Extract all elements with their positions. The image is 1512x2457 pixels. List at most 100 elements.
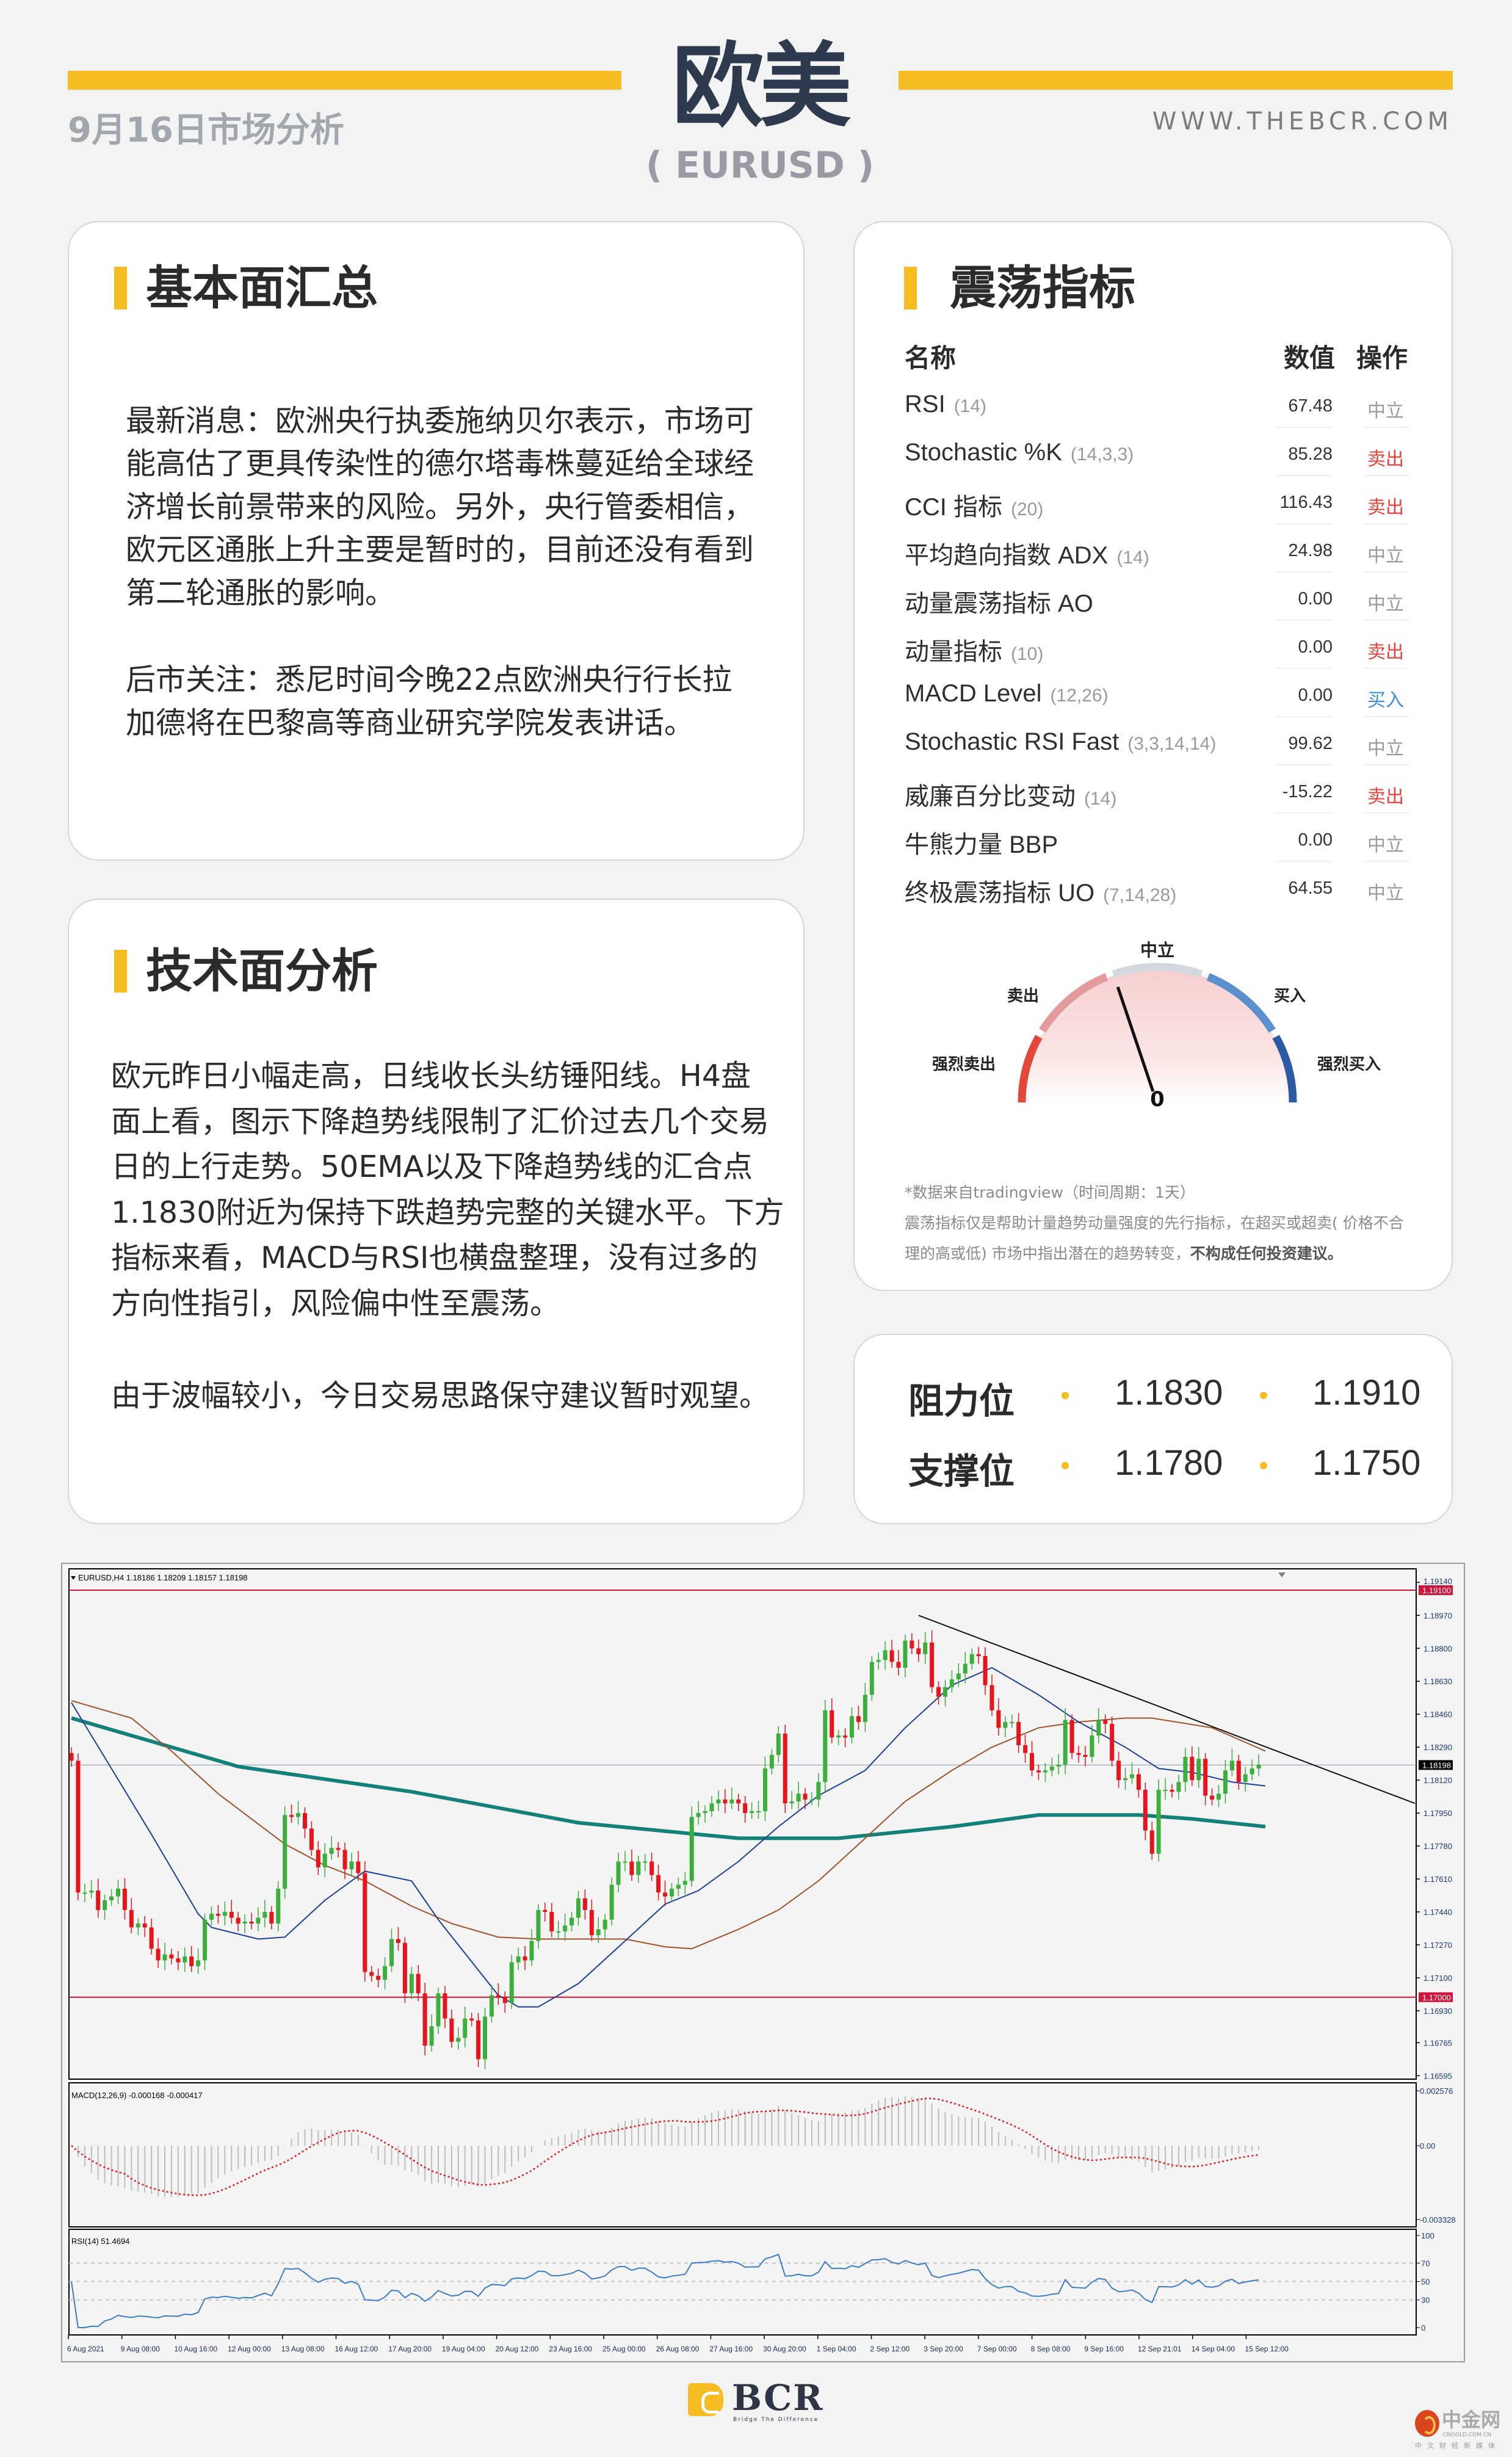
candle-body [1036,1770,1041,1773]
gauge-value: 0 [1150,1087,1165,1112]
candle-body [1243,1774,1248,1782]
indicator-value: 0.00 [1298,830,1333,850]
row-divider [1275,716,1333,717]
price-axis-label: 1.17780 [1423,1842,1452,1851]
candle-body [1149,1830,1154,1854]
candle-body [643,1861,648,1863]
candle-body [930,1642,935,1687]
row-divider [1275,812,1333,814]
candle-body [989,1685,994,1710]
candle-body [1170,1790,1174,1792]
candle-body [743,1803,748,1814]
candle-body [1190,1757,1195,1781]
candle-body [789,1801,794,1804]
candle-body [649,1861,654,1875]
indicator-value: 85.28 [1288,444,1333,464]
candle-body [236,1917,241,1924]
row-divider [1362,861,1409,862]
candle-body [1003,1721,1008,1728]
candle-body [1049,1766,1054,1771]
candle-body [189,1956,194,1966]
partner-name: 中金网 [1442,2408,1501,2431]
header-bar-left [68,71,621,90]
indicator-params: (3,3,14,14) [1127,734,1217,754]
candle-body [796,1793,801,1802]
time-axis-label: 9 Aug 08:00 [121,2345,160,2353]
row-divider [1362,764,1409,765]
indicator-action: 卖出 [1367,642,1404,663]
column-header-value: 数值 [1284,343,1336,373]
indicator-name: CCI 指标 (20) [905,487,1043,523]
oscillator-row: 威廉百分比变动 (14) -15.22 卖出 [905,765,1409,814]
price-axis-label: 1.18970 [1423,1611,1452,1620]
indicator-name: 威廉百分比变动 (14) [905,776,1116,812]
candle-body [1196,1759,1201,1781]
level-price-label: 1.19100 [1422,1586,1451,1595]
gauge-strong-sell-arc [1018,1035,1043,1103]
candle-body [936,1687,941,1697]
disclaimer-text: 理的高或低) 市场中指出潜在的趋势转变， [905,1245,1190,1262]
rsi-label: RSI(14) 51.4694 [71,2237,129,2246]
date-title: 9月16日市场分析 [68,110,344,150]
row-divider [1275,668,1333,669]
candle-body [76,1760,81,1893]
fundamentals-text-line: 济增长前景带来的风险。另外，央行管委相信， [126,490,754,524]
dropdown-triangle-icon[interactable] [71,1576,76,1580]
candle-body [1223,1770,1228,1794]
disclaimer-bold: 不构成任何投资建议。 [1190,1245,1343,1262]
fundamentals-text-line: 后市关注：悉尼时间今晚22点欧洲央行行长拉 [126,662,732,697]
support-1: 1.1780 [1115,1443,1223,1483]
candle-body [443,1993,447,2019]
indicator-action: 中立 [1367,545,1404,566]
candle-body [383,1966,388,1980]
gauge-label-buy: 买入 [1274,987,1306,1005]
candle-body [1163,1790,1168,1792]
price-axis-label: 1.18630 [1423,1677,1452,1686]
resistance-label: 阻力位 [908,1380,1015,1422]
rsi-axis-label: 100 [1421,2231,1434,2240]
candle-body [229,1912,234,1918]
disclaimer-line: 震荡指标仅是帮助计量趋势动量强度的先行指标，在超买或超卖( 价格不合 [905,1214,1404,1232]
candle-body [69,1753,74,1761]
candle-body [709,1803,714,1811]
candle-body [1043,1770,1047,1773]
candle-body [369,1972,374,1976]
candle-body [836,1735,841,1738]
candle-body [436,1993,441,2027]
candle-body [1116,1760,1121,1781]
gauge-label-strong-buy: 强烈买入 [1317,1055,1381,1074]
title-accent-bar [904,267,917,309]
gauge-fill [1023,968,1292,1102]
shift-marker-icon[interactable] [1278,1572,1286,1577]
rsi-line [71,2253,1259,2328]
level-price-tag [1419,1585,1453,1595]
oscillator-row: CCI 指标 (20) 116.43 卖出 [905,476,1409,524]
candle-body [356,1861,361,1873]
website-link[interactable]: WWW.THEBCR.COM [1152,107,1453,136]
candle-body [136,1923,140,1928]
disclaimer-line: 理的高或低) 市场中指出潜在的趋势转变，不构成任何投资建议。 [905,1242,1343,1264]
indicator-params: (12,26) [1050,686,1109,706]
candle-body [983,1655,988,1685]
price-axis-label: 1.16930 [1423,2006,1452,2016]
candle-body [803,1793,808,1800]
rsi-axis-label: 0 [1421,2323,1425,2332]
candle-body [656,1875,661,1893]
candle-body [716,1799,721,1804]
row-divider [1362,523,1409,524]
candle-body [996,1710,1001,1728]
indicator-label: 动量指标 [905,639,1002,665]
price-axis-label: 1.18800 [1423,1644,1452,1653]
candle-body [222,1912,227,1916]
header-bar-right [899,71,1453,90]
candle-body [409,1974,414,1994]
candle-body [736,1799,741,1804]
candle-body [416,1974,421,1994]
candle-body [482,2016,487,2060]
resistance-1: 1.1830 [1115,1373,1223,1413]
indicator-params: (14) [953,396,987,416]
current-price-tag [1419,1760,1453,1770]
candle-body [529,1941,534,1961]
candle-body [582,1898,587,1910]
candle-body [956,1673,961,1680]
